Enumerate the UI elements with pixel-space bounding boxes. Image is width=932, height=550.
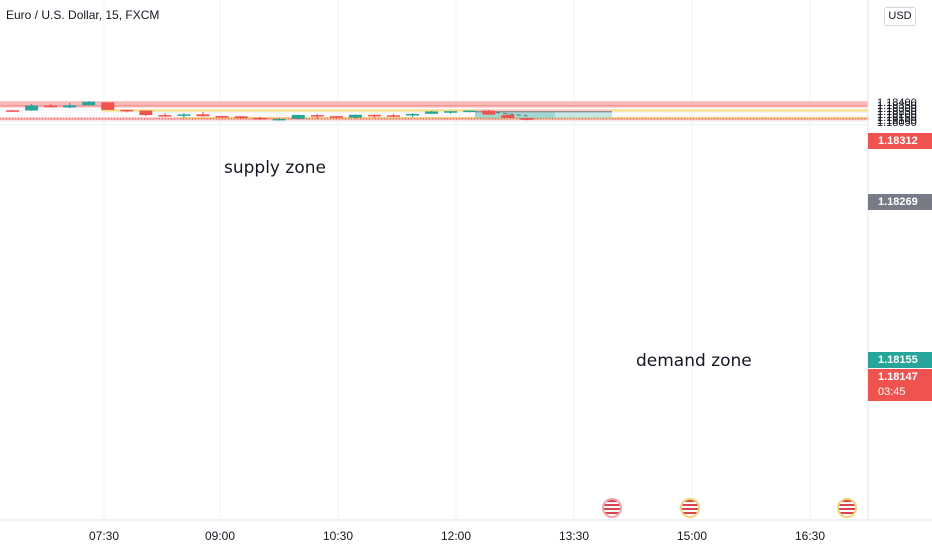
us-flag-event-icon[interactable] bbox=[680, 498, 700, 518]
price-tick-label: 1.18400 bbox=[877, 97, 917, 110]
us-flag-event-icon[interactable] bbox=[837, 498, 857, 518]
candle bbox=[158, 113, 172, 117]
symbol-title[interactable]: Euro / U.S. Dollar, 15, FXCM bbox=[6, 8, 160, 22]
time-tick-label: 09:00 bbox=[204, 529, 236, 543]
candle bbox=[367, 114, 381, 118]
candle bbox=[348, 114, 362, 119]
time-tick-label: 16:30 bbox=[794, 529, 826, 543]
candle bbox=[406, 113, 420, 118]
time-tick-label: 10:30 bbox=[322, 529, 354, 543]
candle bbox=[44, 104, 58, 108]
candle bbox=[387, 113, 400, 118]
candle bbox=[520, 117, 534, 121]
take-profit-area bbox=[475, 111, 612, 119]
currency-button[interactable]: USD bbox=[884, 7, 916, 26]
candle bbox=[425, 110, 439, 115]
time-tick-label: 12:00 bbox=[440, 529, 472, 543]
resistance-band bbox=[0, 101, 868, 108]
candle-body bbox=[44, 105, 58, 108]
candle-body bbox=[215, 116, 229, 118]
candle-body bbox=[272, 118, 286, 121]
candle bbox=[139, 110, 153, 117]
candle bbox=[25, 104, 39, 111]
entry-price-label: 1.18269 bbox=[868, 194, 932, 210]
price-tick-label: 1.18150 bbox=[877, 111, 917, 124]
time-tick-label: 07:30 bbox=[88, 529, 120, 543]
candle-body bbox=[25, 105, 39, 111]
price-tick-label: 1.18200 bbox=[877, 108, 917, 121]
candle-body bbox=[291, 114, 305, 119]
candle bbox=[120, 109, 134, 113]
candle-body bbox=[196, 114, 210, 117]
candle bbox=[234, 116, 248, 119]
candle-body bbox=[463, 110, 477, 113]
time-tick-label: 13:30 bbox=[558, 529, 590, 543]
candle-body bbox=[501, 115, 515, 119]
candle-body bbox=[158, 115, 172, 117]
candle bbox=[329, 116, 343, 119]
candle-body bbox=[120, 109, 134, 112]
candle bbox=[501, 113, 515, 119]
candle-body bbox=[63, 105, 77, 108]
candle-body bbox=[482, 110, 496, 115]
time-tick-label: 15:00 bbox=[676, 529, 708, 543]
candle-body bbox=[310, 115, 324, 117]
candle-body bbox=[520, 118, 534, 120]
candle-body bbox=[101, 102, 115, 110]
price-tick-label: 1.18350 bbox=[877, 100, 917, 112]
price-tick-label: 1.18250 bbox=[877, 105, 917, 118]
candle bbox=[63, 102, 77, 109]
stop-price-label: 1.18312 bbox=[868, 133, 932, 149]
chart-grid bbox=[0, 0, 868, 520]
candle-body bbox=[329, 116, 343, 118]
candle bbox=[310, 114, 324, 119]
candle-body bbox=[425, 111, 439, 114]
candle-body bbox=[367, 114, 381, 117]
price-tick-label: 1.18300 bbox=[877, 102, 917, 115]
candle bbox=[482, 110, 496, 115]
candle bbox=[291, 114, 305, 120]
short-position-tool bbox=[475, 109, 612, 119]
us-flag-event-icon[interactable] bbox=[602, 498, 622, 518]
candle bbox=[82, 101, 96, 106]
candle bbox=[6, 109, 19, 112]
candle bbox=[215, 115, 229, 118]
candle-body bbox=[234, 116, 248, 119]
demand-price-label: 1.18155 bbox=[868, 352, 932, 368]
candle bbox=[101, 102, 115, 110]
candle-body bbox=[82, 101, 96, 106]
candle bbox=[444, 110, 458, 114]
candle-body bbox=[348, 114, 362, 118]
candle bbox=[177, 113, 191, 118]
candle-body bbox=[139, 110, 153, 116]
bar-countdown: 03:45 bbox=[878, 386, 906, 398]
candle-body bbox=[406, 113, 420, 116]
candle-body bbox=[177, 114, 191, 116]
candle bbox=[253, 116, 267, 120]
stop-loss-area bbox=[475, 109, 612, 112]
resistance-band bbox=[0, 105, 868, 107]
candle bbox=[463, 110, 477, 113]
candle-body bbox=[387, 115, 400, 117]
candlesticks bbox=[6, 101, 534, 121]
demand-zone-label: demand zone bbox=[636, 351, 752, 371]
supply-zone-label: supply zone bbox=[224, 158, 326, 178]
candle-body bbox=[6, 110, 19, 112]
candle bbox=[196, 112, 210, 117]
take-profit-progress bbox=[475, 111, 555, 119]
candle-body bbox=[444, 111, 458, 113]
candle-body bbox=[253, 117, 267, 120]
price-tick-label: 1.18050 bbox=[877, 117, 917, 130]
last-price-label: 1.18147 03:45 bbox=[868, 369, 932, 401]
price-tick-label: 1.18100 bbox=[877, 114, 917, 127]
